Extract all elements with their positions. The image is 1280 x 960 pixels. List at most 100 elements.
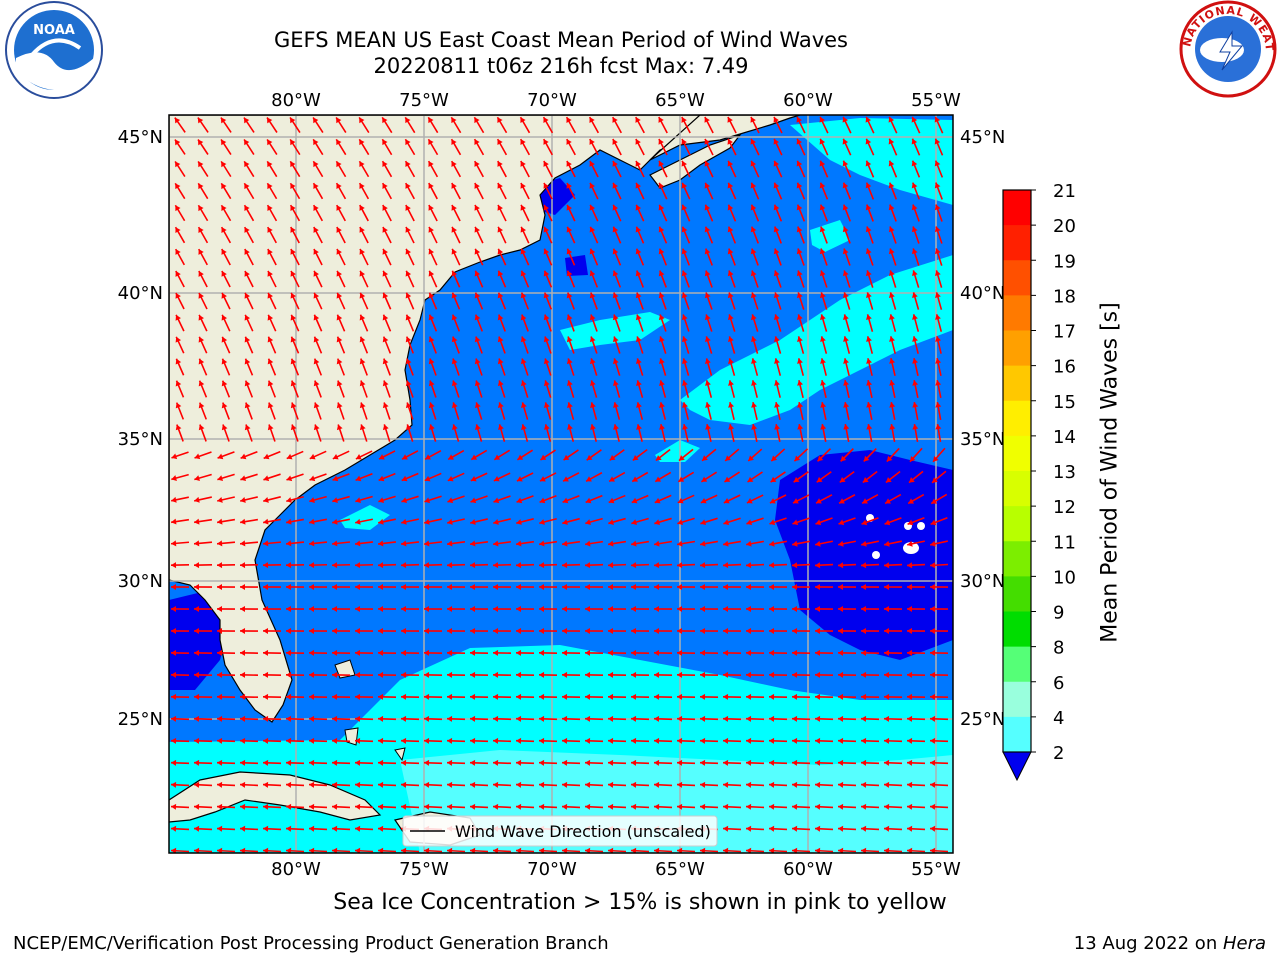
wave-direction-arrowhead [746,583,752,590]
wave-direction-arrowhead [194,737,200,744]
wave-direction-arrowhead [401,737,407,744]
wave-direction-arrowhead [221,424,228,431]
wave-direction-arrowhead [244,402,251,409]
wave-direction-arrowhead [562,803,568,810]
wave-direction-arrowhead [820,358,826,364]
colorbar-tick-label: 16 [1053,357,1076,378]
wave-direction-arrowhead [336,248,342,255]
wave-direction-arrowhead [267,117,273,124]
wave-direction-arrowhead [497,336,504,343]
wave-direction-arrowhead [520,380,527,387]
wave-direction-arrowhead [705,380,711,386]
wave-direction-arrowhead [769,693,775,700]
wave-direction-arrowhead [769,737,775,744]
lon-label-bottom: 70°W [527,859,577,880]
wave-direction-arrowhead [309,847,315,853]
wave-direction-arrowhead [838,605,844,612]
wave-direction-arrowhead [244,227,250,233]
wave-direction-arrowhead [516,540,522,547]
wave-direction-arrowhead [194,671,200,678]
wave-direction-arrowhead [888,204,895,211]
wave-direction-arrowhead [382,205,388,211]
wave-direction-arrowhead [589,292,596,299]
wave-direction-arrowhead [612,336,619,343]
wave-direction-arrowhead [470,519,476,525]
wave-direction-arrowhead [843,336,849,342]
wave-direction-arrowhead [562,693,568,700]
wave-direction-arrowhead [865,248,872,255]
wave-direction-arrowhead [424,759,430,766]
wave-direction-arrowhead [424,847,430,853]
wave-direction-arrowhead [401,540,407,547]
wave-direction-arrowhead [635,182,642,189]
wave-direction-arrowhead [819,292,826,299]
wave-direction-arrowhead [539,605,545,612]
wave-direction-arrowhead [842,138,849,145]
wave-direction-arrowhead [286,562,292,569]
wave-direction-arrowhead [175,380,182,387]
wave-direction-arrowhead [727,292,734,299]
wave-direction-arrowhead [769,562,775,569]
wave-direction-arrowhead [815,803,821,810]
wave-direction-arrowhead [332,671,338,678]
wave-direction-arrowhead [613,424,619,430]
wave-direction-arrowhead [819,226,826,233]
wave-direction-arrowhead [401,759,407,766]
wave-direction-arrowhead [424,518,430,525]
wave-direction-arrowhead [934,248,941,255]
wave-direction-arrowhead [838,540,844,547]
wave-direction-arrowhead [796,116,802,123]
wave-direction-arrowhead [516,781,522,788]
wave-direction-arrowhead [681,138,687,145]
lat-label-left: 40°N [118,283,163,304]
wave-direction-arrowhead [723,627,729,634]
wave-direction-arrowhead [585,562,591,569]
wave-direction-arrowhead [290,380,297,387]
wave-direction-arrowhead [336,227,342,233]
wave-direction-arrowhead [930,627,936,634]
wave-direction-arrowhead [911,182,918,189]
wave-direction-arrowhead [290,205,296,211]
wave-direction-arrowhead [769,498,776,504]
wave-direction-arrowhead [198,249,204,255]
wave-direction-arrowhead [240,453,247,460]
colorbar-segment [1003,611,1031,648]
wave-direction-arrowhead [589,248,596,255]
wave-direction-arrowhead [658,138,664,145]
wave-direction-arrowhead [704,226,711,233]
wave-direction-arrowhead [608,847,614,853]
wave-direction-arrowhead [863,455,870,462]
wave-direction-arrowhead [769,847,775,853]
wave-direction-arrowhead [631,519,637,525]
legend-label: Wind Wave Direction (unscaled) [455,822,711,841]
wave-direction-arrowhead [382,402,389,409]
wave-direction-arrowhead [543,204,549,211]
wave-direction-arrowhead [562,627,568,634]
wave-direction-arrowhead [290,358,297,365]
wave-direction-arrowhead [934,116,941,123]
wave-direction-arrowhead [451,424,458,431]
wave-direction-arrowhead [773,116,779,123]
wave-direction-arrowhead [309,540,315,547]
wave-direction-arrowhead [497,139,503,145]
wave-direction-arrowhead [907,737,913,744]
wave-direction-arrowhead [263,737,269,744]
wave-direction-arrowhead [631,605,637,612]
wave-direction-arrowhead [174,139,181,146]
wave-direction-arrowhead [194,518,200,525]
wave-direction-arrowhead [815,605,821,612]
wave-direction-arrowhead [631,715,637,722]
wave-direction-arrowhead [585,671,591,678]
wave-direction-arrowhead [654,693,660,700]
wave-direction-arrowhead [815,737,821,744]
wave-direction-arrowhead [861,715,867,722]
wave-direction-arrowhead [451,402,458,409]
wave-direction-arrowhead [727,270,734,277]
wave-direction-arrowhead [405,183,411,189]
wave-direction-arrowhead [516,649,522,656]
wave-direction-arrowhead [723,693,729,700]
wave-direction-arrowhead [221,227,227,233]
lon-label-top: 75°W [399,90,449,111]
wave-direction-arrowhead [217,847,223,853]
wave-direction-arrowhead [907,562,913,569]
